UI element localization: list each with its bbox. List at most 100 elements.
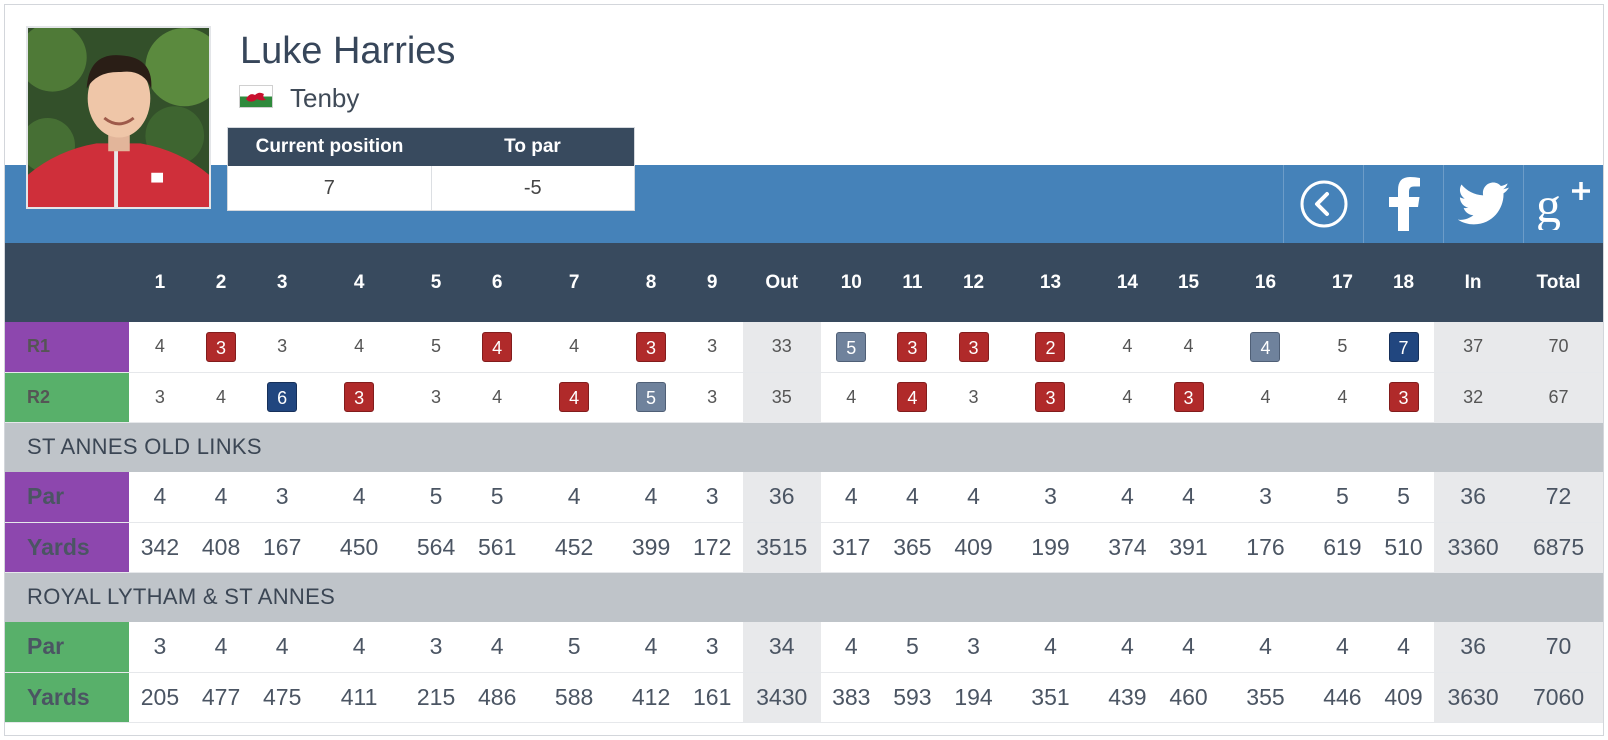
yards-cell: 365 bbox=[881, 522, 943, 573]
par-cell: 4 bbox=[1219, 622, 1312, 673]
birdie-badge: 3 bbox=[958, 331, 989, 362]
score-total: 70 bbox=[1512, 322, 1603, 373]
yards-cell: 3630 bbox=[1434, 672, 1513, 723]
wales-flag-icon bbox=[240, 86, 272, 107]
yards-cell: 561 bbox=[466, 522, 528, 573]
yards-cell: 411 bbox=[312, 672, 406, 723]
yards-cell: 564 bbox=[405, 522, 467, 573]
par-cell: 4 bbox=[942, 472, 1005, 523]
yards-cell: 391 bbox=[1157, 522, 1220, 573]
par-cell: 3 bbox=[129, 622, 191, 673]
hole-header-8: 9 bbox=[681, 243, 743, 322]
yards-cell: 412 bbox=[620, 672, 682, 723]
par-cell: 3 bbox=[405, 622, 467, 673]
par-cell: 70 bbox=[1512, 622, 1603, 673]
yards-cell: 342 bbox=[129, 522, 191, 573]
score-cell: 3 bbox=[129, 372, 191, 423]
yards-cell: 374 bbox=[1096, 522, 1158, 573]
score-cell: 3 bbox=[312, 372, 406, 423]
course-name: ROYAL LYTHAM & ST ANNES bbox=[5, 572, 1603, 622]
par-cell: 4 bbox=[466, 622, 528, 673]
score-cell: 4 bbox=[527, 322, 621, 373]
hole-header-row: 1 2 3 4 5 6 7 8 9 Out 10 11 12 13 14 15 16 17 18 In Total bbox=[5, 243, 1603, 322]
player-scorecard: Luke Harries Tenby Current position To p… bbox=[4, 4, 1604, 736]
score-cell: 3 bbox=[681, 372, 743, 423]
score-cell: 4 bbox=[466, 372, 528, 423]
score-total: 67 bbox=[1512, 372, 1603, 423]
par-cell: 5 bbox=[881, 622, 943, 673]
share-bar: g bbox=[1283, 165, 1603, 243]
yards-cell: 161 bbox=[681, 672, 743, 723]
par-cell: 4 bbox=[620, 622, 682, 673]
yards-cell: 409 bbox=[1372, 672, 1435, 723]
birdie-badge: 3 bbox=[897, 331, 928, 362]
current-position-header: Current position bbox=[255, 136, 404, 157]
hole-header-11: 11 bbox=[881, 243, 943, 322]
par-cell: 4 bbox=[129, 472, 191, 523]
birdie-badge: 3 bbox=[206, 331, 237, 362]
score-cell: 3 bbox=[620, 322, 682, 373]
course-name: ST ANNES OLD LINKS bbox=[5, 422, 1603, 472]
hole-header-2: 3 bbox=[251, 243, 313, 322]
hole-header-9: Out bbox=[742, 243, 821, 322]
hole-header-17: 17 bbox=[1311, 243, 1373, 322]
score-total: 32 bbox=[1434, 372, 1513, 423]
score-cell: 4 bbox=[1219, 322, 1312, 373]
yards-cell: 408 bbox=[190, 522, 252, 573]
score-cell: 4 bbox=[527, 372, 621, 423]
course-header-row: ST ANNES OLD LINKS bbox=[5, 422, 1603, 472]
birdie-badge: 4 bbox=[559, 382, 590, 412]
score-cell: 4 bbox=[1096, 322, 1158, 373]
yards-cell: 452 bbox=[527, 522, 621, 573]
par-cell: 4 bbox=[620, 472, 682, 523]
score-cell: 3 bbox=[1157, 372, 1220, 423]
hole-header-15: 15 bbox=[1157, 243, 1220, 322]
current-position-value: 7 bbox=[228, 166, 432, 210]
par-cell: 5 bbox=[1311, 472, 1373, 523]
yards-cell: 399 bbox=[620, 522, 682, 573]
birdie-badge: 3 bbox=[1173, 382, 1204, 412]
yards-cell: 460 bbox=[1157, 672, 1220, 723]
hole-header-4: 5 bbox=[405, 243, 467, 322]
score-cell: 5 bbox=[1311, 322, 1373, 373]
yards-cell: 475 bbox=[251, 672, 313, 723]
birdie-badge: 3 bbox=[1035, 382, 1066, 412]
score-cell: 4 bbox=[881, 372, 943, 423]
birdie-badge: 4 bbox=[482, 331, 513, 362]
google-plus-button[interactable]: g bbox=[1523, 165, 1603, 243]
yards-cell: 3515 bbox=[742, 522, 821, 573]
yards-cell: 477 bbox=[190, 672, 252, 723]
yards-cell: 215 bbox=[405, 672, 467, 723]
hole-header-12: 12 bbox=[942, 243, 1005, 322]
yards-cell: 588 bbox=[527, 672, 621, 723]
score-cell: 3 bbox=[681, 322, 743, 373]
score-cell: 2 bbox=[1004, 322, 1097, 373]
position-box: Current position To par 7 -5 bbox=[227, 127, 635, 211]
yards-cell: 167 bbox=[251, 522, 313, 573]
back-button[interactable] bbox=[1283, 165, 1363, 243]
yards-cell: 486 bbox=[466, 672, 528, 723]
score-cell: 3 bbox=[1372, 372, 1435, 423]
par-cell: 3 bbox=[1219, 472, 1312, 523]
twitter-button[interactable] bbox=[1443, 165, 1523, 243]
yards-cell: 593 bbox=[881, 672, 943, 723]
player-photo bbox=[26, 26, 211, 209]
score-cell: 4 bbox=[466, 322, 528, 373]
par-cell: 4 bbox=[881, 472, 943, 523]
yards-cell: 317 bbox=[820, 522, 882, 573]
svg-text:g: g bbox=[1536, 178, 1561, 230]
par-cell: 3 bbox=[681, 472, 743, 523]
par-cell: 4 bbox=[820, 622, 882, 673]
yards-row: Yards 205 477 475 411 215 486 588 412 161 3430 383 5… bbox=[5, 672, 1603, 723]
par-cell: 3 bbox=[251, 472, 313, 523]
birdie-badge: 3 bbox=[636, 331, 667, 362]
facebook-button[interactable] bbox=[1363, 165, 1443, 243]
par-cell: 3 bbox=[681, 622, 743, 673]
birdie-badge: 2 bbox=[1035, 331, 1066, 362]
par-cell: 4 bbox=[251, 622, 313, 673]
yards-label: Yards bbox=[5, 672, 130, 723]
score-cell: 3 bbox=[942, 322, 1005, 373]
hole-header-3: 4 bbox=[312, 243, 406, 322]
score-cell: 5 bbox=[620, 372, 682, 423]
yards-cell: 194 bbox=[942, 672, 1005, 723]
